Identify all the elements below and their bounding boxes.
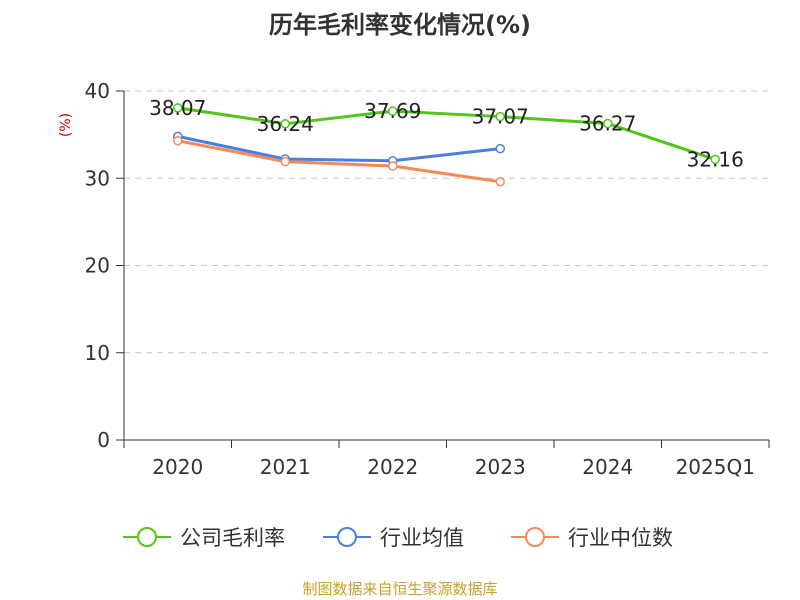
data-label: 38.07 [149,96,206,120]
legend-label: 行业均值 [380,526,464,550]
series-group [173,103,720,187]
data-point [280,119,290,129]
source-note: 制图数据来自恒生聚源数据库 [302,580,497,598]
data-point [388,106,398,116]
legend-label: 行业中位数 [568,526,673,550]
x-tick-label: 2025Q1 [676,455,755,479]
data-point [495,111,505,122]
y-tick-label: 30 [85,166,110,190]
x-tick-label: 2024 [582,455,633,479]
legend-marker [525,527,545,547]
data-labels: 38.07 36.24 37.69 37.07 36.27 32.16 [149,96,744,172]
legend: 公司毛利率 行业均值 行业中位数 [123,526,673,550]
legend-marker [337,527,357,547]
data-point [280,156,290,167]
x-tick-label: 2021 [260,455,311,479]
series-line [176,106,717,161]
data-point [173,103,183,113]
data-point [388,161,398,171]
data-label: 32.16 [687,147,744,171]
legend-label: 公司毛利率 [180,526,285,550]
y-tick-label: 40 [85,79,110,103]
data-point [173,135,183,146]
y-tick-label: 20 [85,254,110,278]
x-tick-label: 2022 [367,455,418,479]
chart-title: 历年毛利率变化情况(%) [269,11,531,39]
data-point [710,154,720,165]
legend-marker [137,527,157,547]
data-label: 37.07 [472,105,529,129]
data-label: 37.69 [364,99,421,123]
series-line [176,134,502,163]
data-label: 36.27 [579,112,636,136]
data-point [495,143,505,154]
gridlines [124,90,769,354]
x-tick-label: 2023 [475,455,526,479]
x-tick-label: 2020 [152,455,203,479]
data-point [495,176,505,187]
y-tick-label: 0 [97,428,110,452]
data-point [603,118,613,129]
data-label: 36.24 [257,112,314,136]
y-tick-label: 10 [85,341,110,365]
axes: 0 10 20 30 40 2020 2021 2022 2023 2024 2025Q1 [85,79,770,479]
y-axis-unit: (%) [58,113,74,137]
series-line [176,139,502,184]
